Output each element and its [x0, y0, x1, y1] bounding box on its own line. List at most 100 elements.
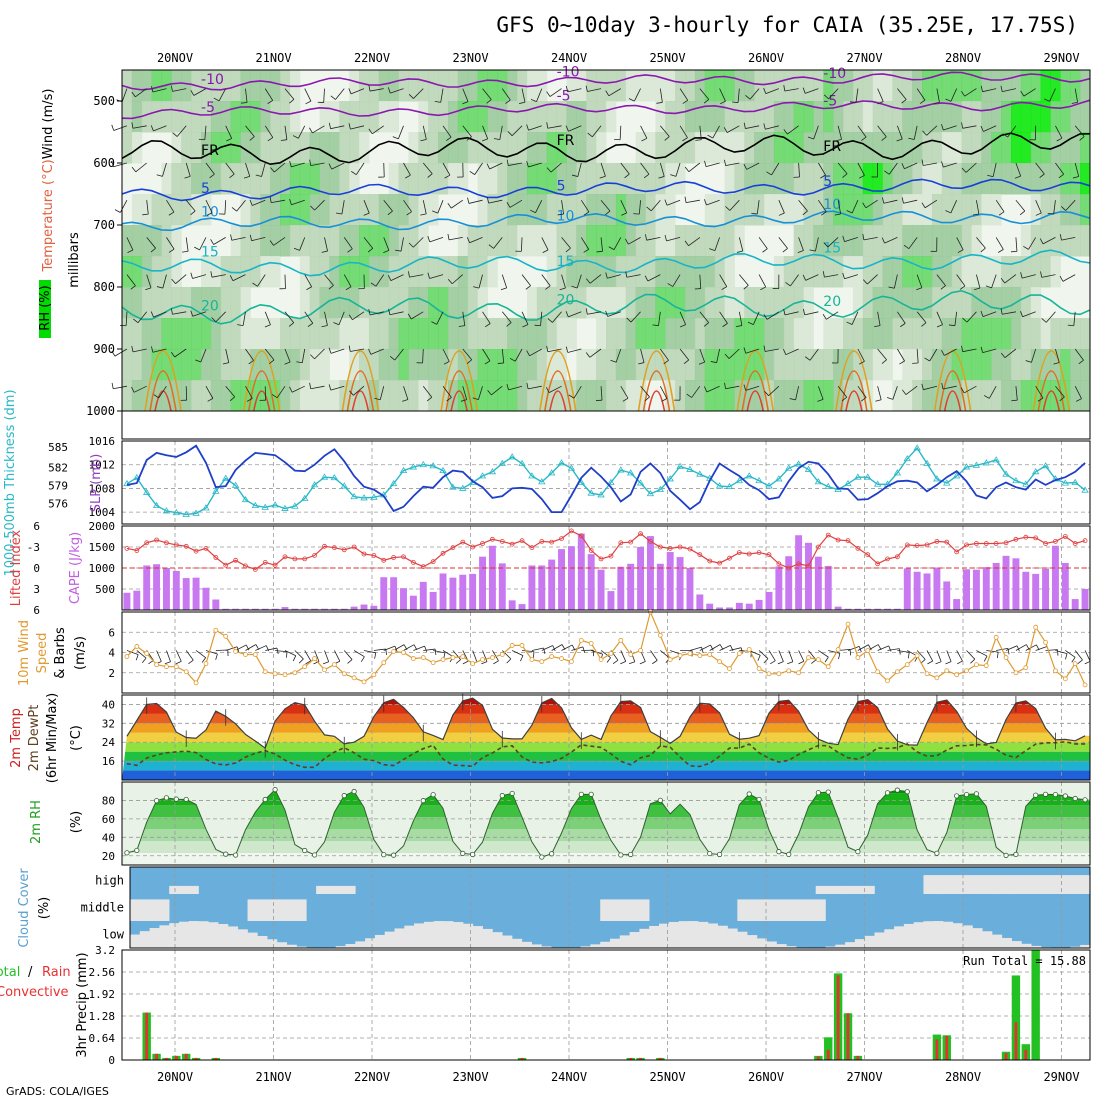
- wind-barb-flag: [723, 127, 728, 133]
- wind-barb-flag: [170, 308, 173, 315]
- rh-shade-cell: [566, 318, 577, 350]
- rh-shade-cell: [122, 256, 133, 288]
- rh-shade-cell: [922, 101, 933, 133]
- wind-barb-flag: [407, 313, 412, 320]
- wind-barb: [252, 199, 266, 206]
- cloud-cell: [276, 899, 288, 921]
- cloud-cell: [1070, 946, 1081, 948]
- wind-barb: [442, 385, 452, 398]
- wind-barb-flag: [408, 94, 414, 99]
- wind-barb: [204, 125, 207, 140]
- wind10-barb-flag: [201, 657, 207, 663]
- temp-ylabel-4: (°C): [69, 725, 84, 751]
- cloud-cell: [727, 928, 738, 948]
- wind-barb: [192, 274, 207, 279]
- li-marker: [164, 540, 169, 546]
- cape-bar: [1051, 545, 1059, 610]
- rh-shade-cell: [951, 287, 963, 319]
- wind-barb-flag: [363, 212, 370, 216]
- rh-shade-cell: [922, 70, 933, 102]
- wind-barb: [400, 237, 404, 252]
- cloud-cell: [756, 938, 768, 948]
- wind10-barb-flag: [481, 661, 488, 665]
- wind-barb: [301, 348, 306, 363]
- rh-shade-cell: [665, 225, 676, 257]
- wind-barb: [628, 237, 641, 245]
- rh-shade-cell: [566, 101, 577, 133]
- rh-shade-cell: [852, 256, 864, 288]
- rh-shade-cell: [991, 318, 1002, 350]
- wind-barb-flag: [743, 384, 747, 391]
- thickness-marker: [271, 501, 279, 508]
- wind-marker: [687, 651, 693, 656]
- wind-barb: [936, 88, 940, 103]
- rh-shade-cell: [704, 101, 716, 133]
- wind-barb-flag: [722, 323, 728, 328]
- cape-bar: [370, 605, 378, 610]
- rh-shade-cell: [368, 287, 380, 319]
- wind-barb: [1004, 348, 1017, 358]
- warm-contour: [445, 370, 473, 412]
- wind-barb-flag: [349, 390, 354, 396]
- wind-barb: [688, 162, 701, 173]
- rh-shade-cell: [892, 70, 903, 102]
- cloud-cell: [286, 899, 297, 921]
- rh-shade-cell: [576, 225, 587, 257]
- wind-barb-flag: [703, 386, 708, 393]
- wind-barb-flag: [335, 212, 342, 215]
- wind-marker: [707, 652, 713, 657]
- rh-shade-cell: [971, 287, 982, 319]
- wind-barb: [988, 386, 997, 399]
- rh-shade-cell: [507, 194, 518, 226]
- rh-shade-cell: [487, 225, 498, 257]
- cape-bar: [469, 573, 477, 610]
- precip-tick-label: 3.2: [95, 944, 115, 957]
- wind-barb: [284, 348, 291, 363]
- rh-shade-cell: [773, 287, 785, 319]
- wind-marker: [233, 649, 238, 654]
- wind-barb: [284, 88, 295, 100]
- wind-barb: [725, 162, 740, 167]
- wind10-barb-flag: [286, 651, 288, 658]
- cloud-cell: [982, 875, 993, 894]
- wind10-barb: [383, 645, 396, 651]
- cape-bar: [558, 549, 566, 610]
- thickness-marker: [567, 464, 576, 471]
- precip-conv-bar: [1024, 1049, 1028, 1060]
- wind-barb: [580, 237, 590, 250]
- cloud-cell: [658, 923, 670, 948]
- rh-marker: [232, 852, 239, 858]
- cape-bar: [972, 569, 980, 610]
- wind-barb: [114, 348, 128, 357]
- wind-barb: [211, 274, 226, 278]
- rh-shade-cell: [398, 380, 409, 412]
- wind-barb: [314, 348, 325, 360]
- wind-barb: [738, 237, 744, 252]
- rh-shade-cell: [270, 318, 281, 350]
- temp-band: [122, 770, 1090, 780]
- rh-shade-cell: [665, 380, 676, 412]
- wind-marker: [341, 671, 347, 677]
- li-marker: [944, 539, 950, 545]
- wind-barb-flag: [542, 249, 549, 253]
- rh-shade-cell: [1030, 256, 1042, 288]
- wind-barb: [929, 348, 938, 362]
- rh-shade-cell: [457, 101, 469, 133]
- wind-marker: [588, 640, 594, 646]
- rh-shade-cell: [230, 318, 242, 350]
- rh-shade-cell: [289, 380, 301, 412]
- wind-barb: [950, 88, 958, 102]
- wind-barb-flag: [1056, 137, 1063, 142]
- surface-strip: [121, 410, 1091, 440]
- rh-shade-cell: [843, 163, 854, 195]
- wind-barb: [121, 88, 128, 102]
- temp-band: [122, 751, 1090, 762]
- wind10-barb: [1035, 646, 1048, 651]
- thickness-marker: [696, 470, 704, 477]
- rh-shade-cell: [517, 225, 528, 257]
- wind-barb: [685, 199, 700, 204]
- wind10-barb-flag: [824, 656, 829, 663]
- rh-shade-cell: [941, 380, 953, 412]
- rh-shade-cell: [201, 194, 212, 226]
